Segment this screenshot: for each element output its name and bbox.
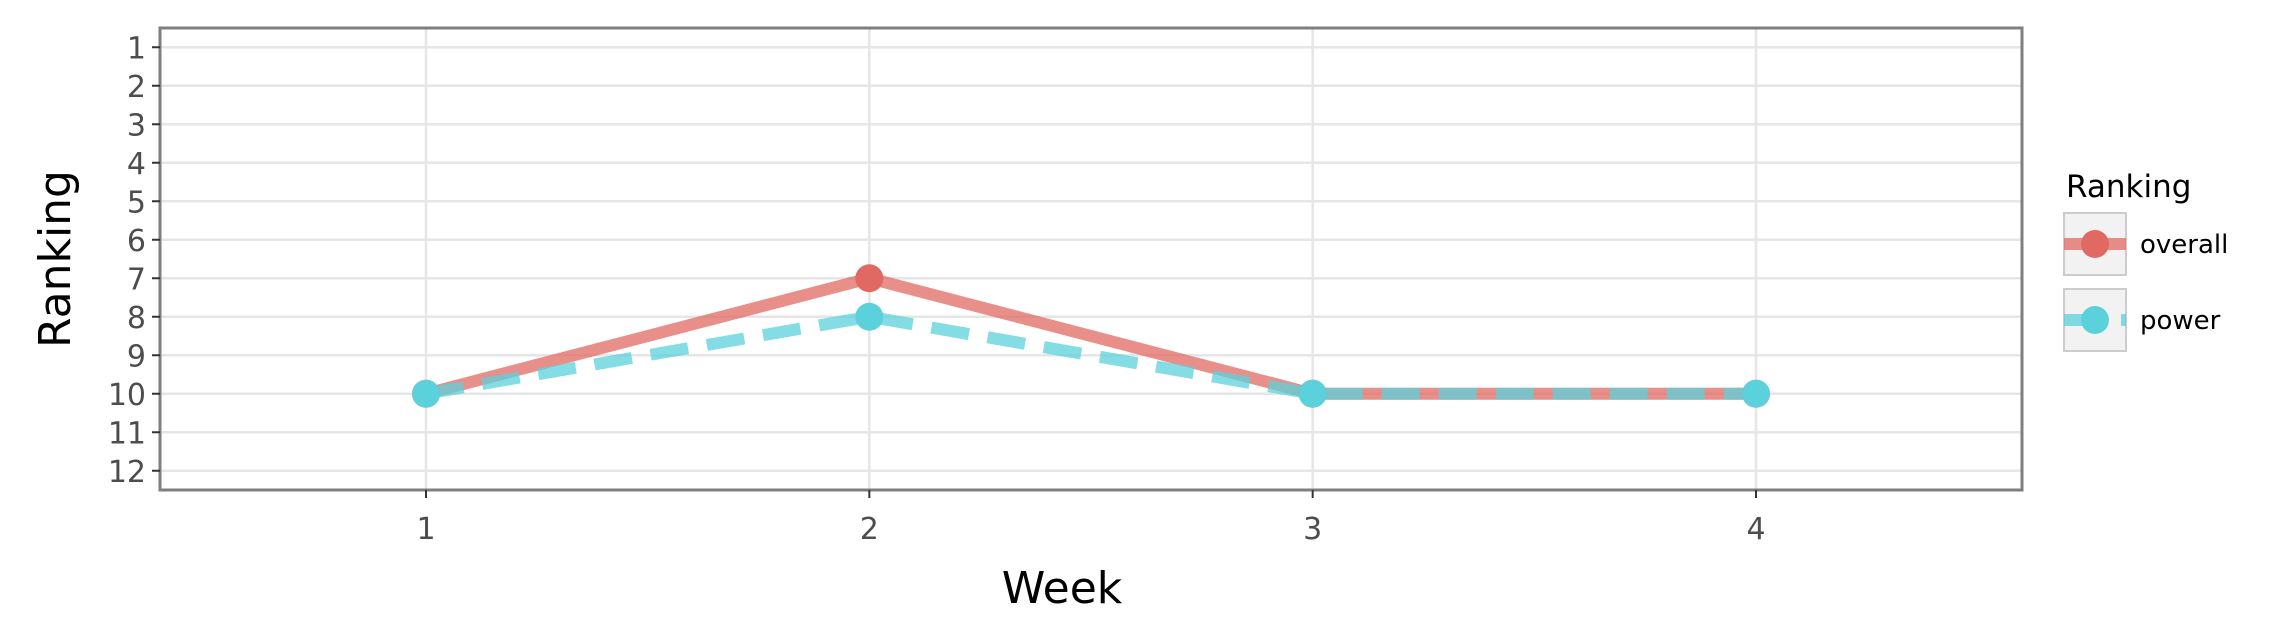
series-line-overall (424, 272, 1756, 400)
legend-item-power: power (2063, 288, 2221, 352)
legend-key-marker (2081, 306, 2109, 334)
data-point-overall (855, 264, 884, 293)
data-point-power (855, 302, 884, 331)
x-tick-label: 4 (1746, 512, 1765, 547)
y-tick-label: 7 (127, 262, 146, 297)
y-tick-label: 2 (127, 70, 146, 105)
y-tick-label: 12 (108, 455, 146, 490)
y-tick-label: 9 (127, 339, 146, 374)
y-tick-label: 6 (127, 224, 146, 259)
y-tick-label: 10 (108, 378, 146, 413)
x-tick-label: 3 (1303, 512, 1322, 547)
data-point-power (1298, 379, 1327, 408)
x-tick-label: 1 (416, 512, 435, 547)
series-lines (424, 272, 1756, 400)
panel-border (158, 26, 2024, 492)
grid-lines (160, 28, 2022, 490)
x-axis: 1 2 3 4 (416, 490, 1766, 547)
legend-label-overall: overall (2140, 230, 2228, 260)
y-tick-label: 11 (108, 416, 146, 451)
data-point-power (1742, 379, 1770, 408)
data-point-power (412, 379, 440, 408)
y-tick-label: 8 (127, 301, 146, 336)
legend-label-power: power (2140, 306, 2221, 336)
y-tick-label: 1 (127, 31, 146, 66)
panel-background (160, 28, 2022, 490)
y-tick-label: 4 (127, 147, 146, 182)
x-tick-label: 2 (860, 512, 879, 547)
legend-key-marker (2081, 230, 2109, 258)
legend-item-overall: overall (2063, 212, 2228, 276)
legend: Ranking overall power (2063, 169, 2228, 352)
legend-title: Ranking (2066, 169, 2191, 205)
x-axis-title: Week (1002, 563, 1123, 614)
y-axis-title: Ranking (30, 170, 81, 348)
series-points (412, 264, 1770, 408)
y-tick-label: 3 (127, 108, 146, 143)
y-tick-label: 5 (127, 185, 146, 220)
